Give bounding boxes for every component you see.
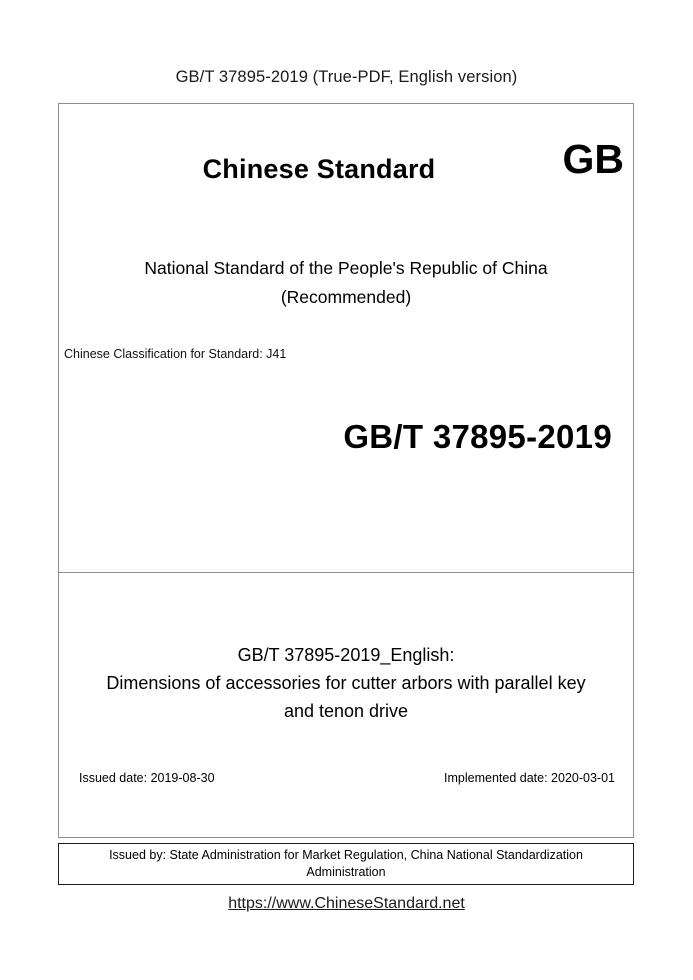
national-standard-line-1: National Standard of the People's Republ… (144, 258, 548, 278)
cover-middle-section: GB/T 37895-2019_English: Dimensions of a… (59, 573, 633, 837)
footer-website-link[interactable]: https://www.ChineseStandard.net (228, 895, 465, 912)
issued-by-box: Issued by: State Administration for Mark… (58, 843, 634, 885)
cover-box: Chinese Standard GB National Standard of… (58, 103, 634, 838)
national-standard-block: National Standard of the People's Republ… (59, 254, 633, 312)
english-title-line-2: Dimensions of accessories for cutter arb… (106, 673, 586, 693)
implemented-date: Implemented date: 2020-03-01 (444, 771, 615, 785)
issued-by-line-1: Issued by: State Administration for Mark… (109, 848, 583, 862)
issued-date: Issued date: 2019-08-30 (79, 771, 215, 785)
page-title: Chinese Standard (59, 154, 633, 185)
cover-upper-section: Chinese Standard GB National Standard of… (59, 104, 633, 573)
page-title-text: Chinese Standard (202, 154, 436, 184)
national-standard-line-2: (Recommended) (280, 287, 412, 307)
dates-row: Issued date: 2019-08-30 Implemented date… (79, 771, 615, 785)
issued-by-line-2: Administration (306, 865, 386, 879)
english-title-block: GB/T 37895-2019_English: Dimensions of a… (65, 641, 627, 725)
standard-number: GB/T 37895-2019 (343, 418, 612, 455)
issued-by-text: Issued by: State Administration for Mark… (101, 847, 591, 881)
document-header-title: GB/T 37895-2019 (True-PDF, English versi… (175, 68, 518, 86)
gb-logo-mark: GB (562, 136, 625, 182)
english-title-line-1: GB/T 37895-2019_English: (237, 645, 455, 665)
classification-code: Chinese Classification for Standard: J41 (64, 347, 287, 361)
english-title-line-3: and tenon drive (283, 701, 409, 721)
